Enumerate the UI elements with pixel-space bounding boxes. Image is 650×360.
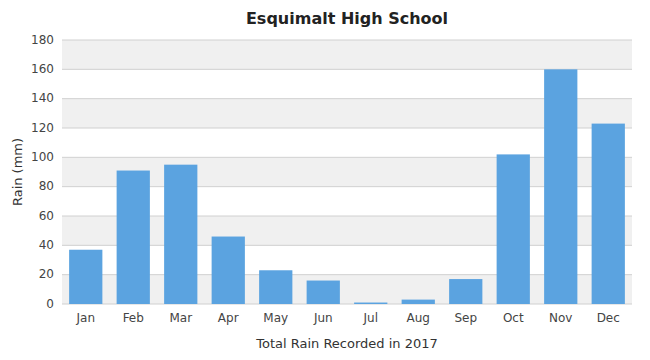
bar [117,171,150,304]
y-tick-label: 140 [31,91,54,105]
bar [69,250,102,304]
x-tick-label: Jun [313,311,333,325]
y-axis-label: Rain (mm) [10,138,25,206]
y-tick-label: 180 [31,33,54,47]
bar [354,303,387,304]
x-tick-label: Jul [363,311,378,325]
x-axis: Jan Feb Mar Apr May Jun Jul Aug Sep Oct Nov Dec [76,311,620,325]
grid-band [62,40,632,69]
bar [164,165,197,304]
bar [544,69,577,304]
y-axis: 0 20 40 60 80 100 120 140 160 180 [31,33,54,311]
y-tick-label: 160 [31,62,54,76]
y-tick-label: 120 [31,121,54,135]
bar [497,154,530,304]
bar [449,279,482,304]
chart-container: 020406080100120140160180JanFebMarAprMayJ… [0,0,650,360]
y-tick-label: 100 [31,150,54,164]
y-tick-label: 80 [39,179,54,193]
bar [592,124,625,304]
x-tick-label: Feb [123,311,144,325]
x-tick-label: Nov [549,311,572,325]
x-tick-label: Jan [76,311,96,325]
grid [62,40,632,304]
x-tick-label: Aug [407,311,430,325]
y-tick-label: 40 [39,238,54,252]
chart-title: Esquimalt High School [246,9,448,28]
bar [259,270,292,304]
grid-line [62,40,632,41]
x-axis-label: Total Rain Recorded in 2017 [255,336,438,351]
y-tick-label: 60 [39,209,54,223]
bar [212,237,245,304]
x-tick-label: Dec [597,311,620,325]
x-tick-label: Sep [454,311,477,325]
x-tick-label: Apr [218,311,239,325]
y-tick-label: 20 [39,267,54,281]
x-tick-label: Oct [503,311,524,325]
bars [69,69,625,304]
x-tick-label: Mar [169,311,192,325]
chart-svg: 020406080100120140160180JanFebMarAprMayJ… [0,0,650,360]
y-tick-label: 0 [46,297,54,311]
bar [402,300,435,304]
x-tick-label: May [263,311,288,325]
bar [307,281,340,304]
